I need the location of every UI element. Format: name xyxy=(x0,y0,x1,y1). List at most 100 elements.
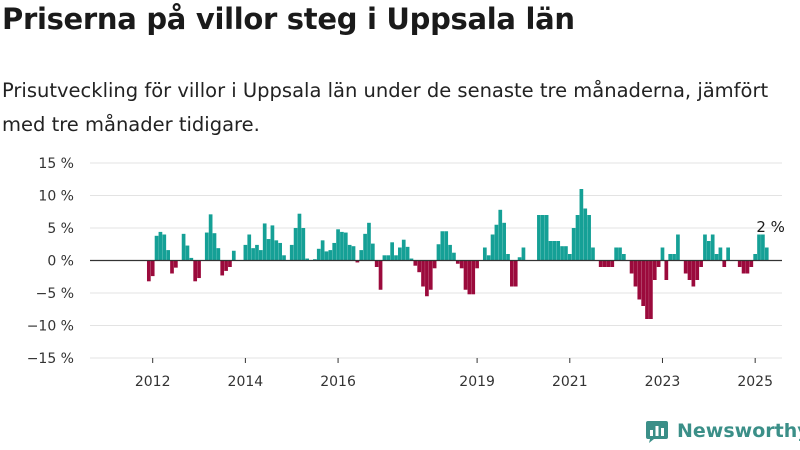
bar xyxy=(656,260,661,267)
bar xyxy=(328,250,333,261)
bar xyxy=(494,224,499,261)
bar xyxy=(316,248,321,261)
bar xyxy=(567,254,572,261)
bar xyxy=(270,225,275,261)
bar xyxy=(629,260,634,274)
bar xyxy=(544,215,549,261)
bar xyxy=(761,234,765,261)
bar xyxy=(579,189,584,261)
bar xyxy=(537,215,541,261)
bar xyxy=(606,260,611,267)
bar xyxy=(444,231,449,261)
bar xyxy=(672,254,676,261)
bar xyxy=(224,260,228,271)
bar xyxy=(231,250,236,261)
bar xyxy=(486,255,491,261)
bar xyxy=(540,215,545,261)
bar xyxy=(614,247,618,261)
bar xyxy=(162,234,167,261)
bar xyxy=(378,260,383,290)
bar xyxy=(583,208,588,261)
bar xyxy=(687,260,692,280)
bar xyxy=(722,260,727,267)
bar xyxy=(258,250,263,261)
bar xyxy=(637,260,642,300)
x-tick-label: 2019 xyxy=(459,374,495,390)
bar xyxy=(185,245,190,261)
bar xyxy=(560,246,564,261)
bar xyxy=(228,260,232,267)
bar xyxy=(645,260,649,319)
bar xyxy=(668,254,673,261)
chart-subtitle: Prisutveckling för villor i Uppsala län … xyxy=(2,79,769,136)
bar xyxy=(610,260,615,267)
bar xyxy=(421,260,425,287)
bar xyxy=(506,254,510,261)
bar xyxy=(706,241,711,261)
bar xyxy=(216,248,221,261)
x-tick-label: 2025 xyxy=(737,374,773,390)
bar xyxy=(405,246,410,261)
bar xyxy=(703,234,707,261)
bar xyxy=(664,260,669,280)
bar xyxy=(204,232,209,261)
bar xyxy=(266,239,271,261)
x-tick-label: 2021 xyxy=(552,374,588,390)
bar xyxy=(510,260,514,287)
bar xyxy=(764,247,769,261)
bar xyxy=(417,260,422,273)
y-axis-labels: 15 % 10 % 5 % 0 % −5 % −10 % −15 % xyxy=(27,156,74,367)
bar xyxy=(343,232,348,261)
bar xyxy=(197,260,201,279)
brand-logo: Newsworthy xyxy=(645,419,800,443)
bar xyxy=(452,252,456,261)
bar xyxy=(313,259,317,261)
bar xyxy=(282,255,286,261)
bar xyxy=(189,257,194,261)
bar xyxy=(455,260,460,264)
bar xyxy=(324,251,329,261)
bar xyxy=(699,260,703,267)
bar xyxy=(683,260,688,274)
bar xyxy=(401,239,406,261)
bar xyxy=(347,244,352,261)
bar xyxy=(425,260,429,297)
bar xyxy=(436,244,441,261)
bar xyxy=(255,244,259,261)
bar xyxy=(571,228,576,261)
y-tick-label: 0 % xyxy=(47,254,74,270)
bar xyxy=(432,260,437,269)
bar xyxy=(305,258,310,261)
bar xyxy=(289,244,294,261)
bar xyxy=(193,260,198,282)
bar xyxy=(564,246,568,261)
bar xyxy=(622,254,626,261)
bar xyxy=(409,258,414,261)
bar xyxy=(498,209,503,261)
bar xyxy=(166,250,170,261)
bar xyxy=(158,231,163,261)
bar xyxy=(737,260,742,267)
bar xyxy=(293,228,298,261)
bar xyxy=(355,260,360,263)
bar xyxy=(660,247,665,261)
bar xyxy=(146,260,151,282)
bar xyxy=(598,260,603,267)
bar xyxy=(475,260,479,269)
bar xyxy=(521,247,526,261)
bar xyxy=(463,260,468,290)
bar xyxy=(297,213,302,261)
annotations: 2 % xyxy=(756,218,785,236)
bar xyxy=(243,244,248,261)
bar xyxy=(641,260,646,306)
bar xyxy=(367,222,371,261)
bar xyxy=(394,255,398,261)
bar xyxy=(676,234,680,261)
bar xyxy=(753,254,758,261)
bar xyxy=(386,255,391,261)
bar xyxy=(513,260,518,287)
bars xyxy=(146,189,769,319)
bar xyxy=(220,260,225,276)
bar xyxy=(359,250,364,261)
bar xyxy=(398,247,402,261)
